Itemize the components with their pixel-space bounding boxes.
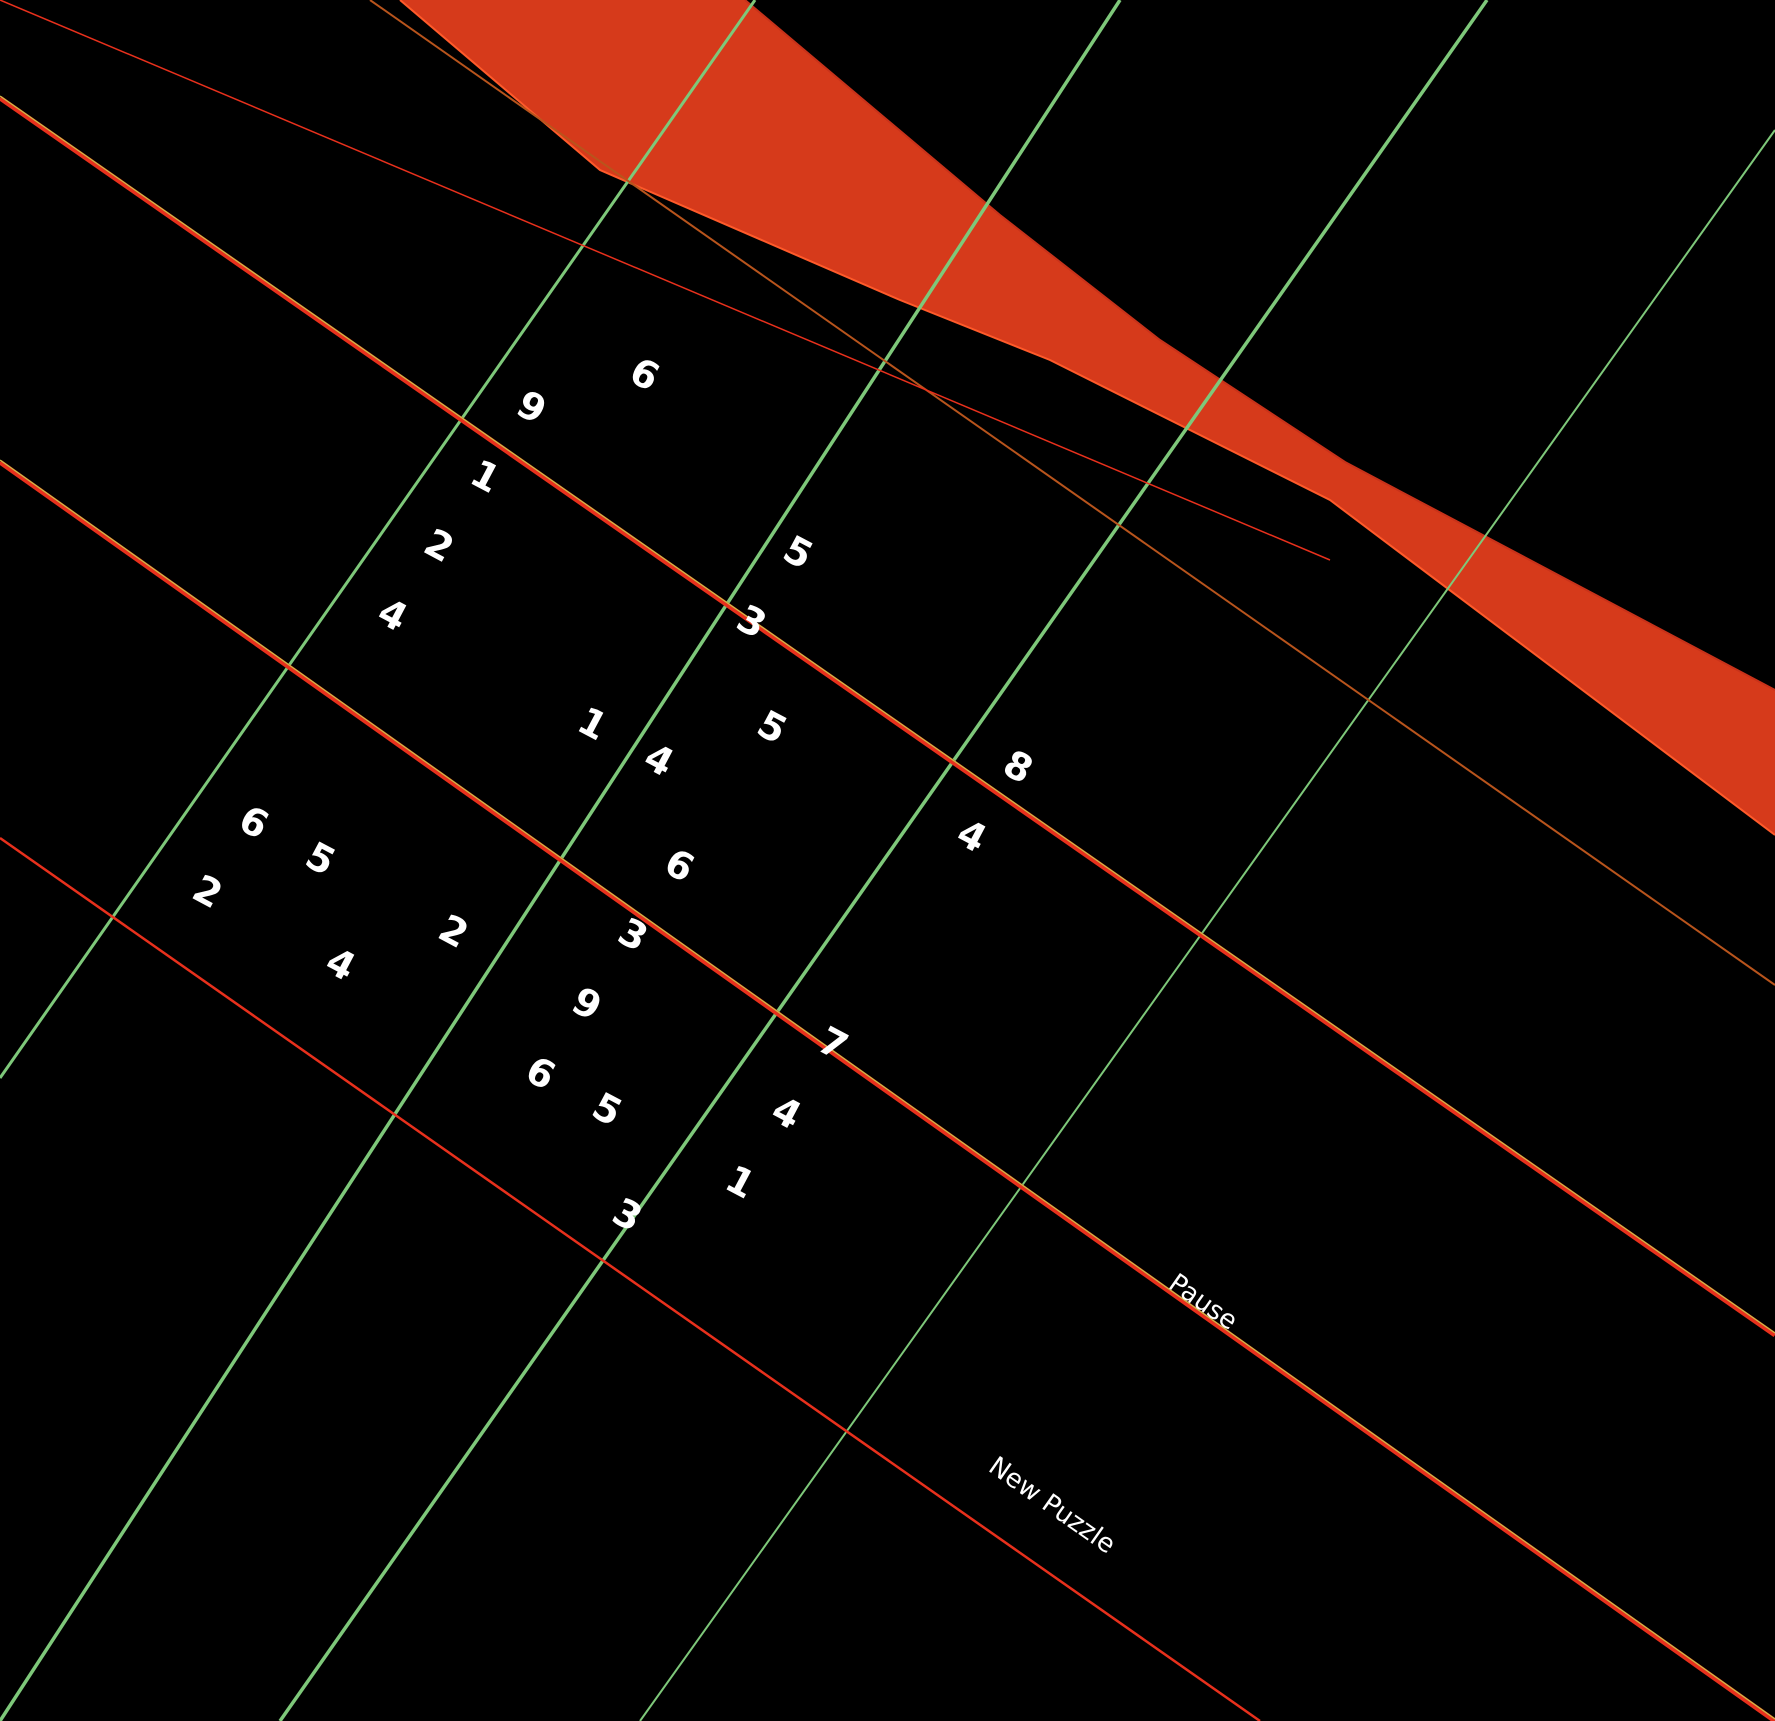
pause-button[interactable]: Pause xyxy=(1155,1259,1255,1345)
grid-line xyxy=(639,129,1775,1721)
sudoku-given-digit: 4 xyxy=(950,810,994,861)
sudoku-given-digit: 9 xyxy=(510,382,554,433)
new-puzzle-button-label: New Puzzle xyxy=(983,1451,1121,1560)
sudoku-given-digit: 1 xyxy=(571,698,615,749)
red-ribbon-edge-lower xyxy=(744,0,1775,691)
sudoku-given-digit: 5 xyxy=(298,833,342,884)
band-line xyxy=(0,459,1775,1721)
band-line xyxy=(0,836,1261,1721)
sudoku-given-digit: 6 xyxy=(623,349,667,400)
grid-line xyxy=(0,0,757,1079)
sudoku-given-digit: 9 xyxy=(565,978,609,1029)
new-puzzle-button[interactable]: New Puzzle xyxy=(975,1442,1124,1562)
sudoku-given-digit: 6 xyxy=(657,840,701,891)
sudoku-given-digit: 3 xyxy=(605,1189,649,1240)
sudoku-given-digit: 3 xyxy=(611,909,655,960)
sudoku-given-digit: 3 xyxy=(730,596,774,647)
grid-line xyxy=(278,0,1489,1721)
sudoku-given-digit: 5 xyxy=(776,527,820,578)
sudoku-given-digit: 4 xyxy=(637,734,681,785)
band-line xyxy=(0,95,1775,1334)
band-line xyxy=(369,0,1775,986)
sudoku-given-digit: 5 xyxy=(750,701,794,752)
sudoku-given-digit: 1 xyxy=(463,451,507,502)
red-ribbon-fan xyxy=(400,0,1775,835)
band-line xyxy=(0,459,1775,1720)
sudoku-given-digit: 8 xyxy=(996,741,1040,792)
sudoku-given-digit: 2 xyxy=(432,906,476,957)
band-line xyxy=(0,95,1775,1338)
sudoku-given-digit: 2 xyxy=(186,866,230,917)
red-ribbon xyxy=(399,0,1775,836)
sudoku-given-digit: 1 xyxy=(718,1156,762,1207)
sudoku-given-digit: 2 xyxy=(417,520,461,571)
sudoku-given-digit: 6 xyxy=(519,1047,563,1098)
sudoku-given-digit: 5 xyxy=(585,1084,629,1135)
sudoku-given-digit: 4 xyxy=(765,1087,809,1138)
band-line xyxy=(0,0,1331,561)
sudoku-given-digit: 4 xyxy=(319,939,363,990)
sudoku-given-digit: 4 xyxy=(371,589,415,640)
red-ribbon-edge-upper xyxy=(399,0,1775,836)
sudoku-given-digit: 6 xyxy=(232,797,276,848)
